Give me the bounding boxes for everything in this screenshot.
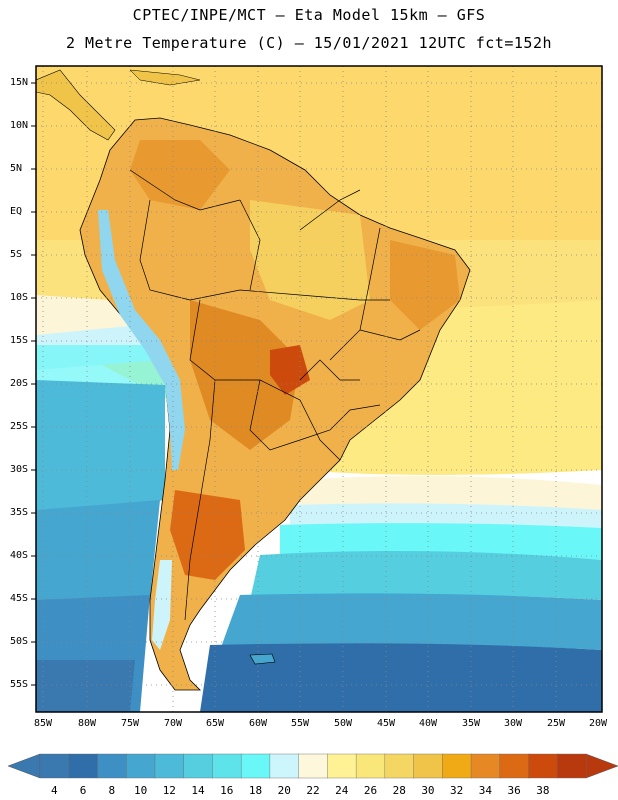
pacific-band-10 (36, 500, 160, 620)
colorbar-tick-label: 32 (450, 784, 464, 797)
colorbar-segment (39, 753, 70, 779)
lat-label-40s: 40S (10, 550, 29, 561)
map-field (36, 66, 602, 712)
lon-label-75w: 75W (120, 718, 140, 729)
lon-label-25w: 25W (546, 718, 566, 729)
lat-label-20s: 20S (10, 378, 29, 389)
lat-label-50s: 50S (10, 636, 29, 647)
lat-label-15s: 15S (10, 335, 29, 346)
colorbar-segment (557, 753, 587, 779)
colorbar-tick-label: 14 (191, 784, 205, 797)
colorbar-tick-label: 38 (536, 784, 550, 797)
colorbar-arrow-left (7, 753, 41, 779)
lat-label-10s: 10S (10, 292, 29, 303)
colorbar-segment (327, 753, 357, 779)
colorbar-tick-label: 18 (248, 784, 263, 797)
lat-label-15n: 15N (10, 77, 29, 88)
colorbar-segment (298, 753, 329, 779)
colorbar-tick-label: 8 (108, 784, 116, 797)
lon-label-65w: 65W (205, 718, 225, 729)
ocean-band-22-east (300, 476, 602, 512)
colorbar-segment (126, 753, 156, 779)
colorbar-tick-label: 36 (507, 784, 521, 797)
lat-label-45s: 45S (10, 593, 29, 604)
colorbar-tick-label: 4 (51, 784, 58, 797)
colorbar-segment (269, 753, 300, 779)
lat-label-10n: 10N (10, 120, 29, 131)
hot-region-north (130, 140, 230, 210)
pacific-band-12 (36, 380, 165, 520)
colorbar-tick-label: 24 (335, 784, 349, 797)
colorbar-segment (240, 753, 271, 779)
falkland-islands (249, 653, 276, 665)
lon-label-70w: 70W (163, 718, 183, 729)
colorbar-tick-label: 20 (277, 784, 291, 797)
colorbar-tick-label: 28 (392, 784, 406, 797)
colorbar-segment (442, 753, 472, 779)
colorbar-segment (68, 753, 99, 779)
lon-label-60w: 60W (248, 718, 268, 729)
andes-cold-strip (98, 210, 185, 470)
ocean-band-12-east (220, 593, 602, 650)
axis-ticks (31, 82, 36, 686)
ocean-band-8-east (200, 643, 602, 712)
lon-label-30w: 30W (503, 718, 523, 729)
colorbar-tick-label: 30 (421, 784, 435, 797)
colorbar-segment (355, 753, 386, 779)
lat-label-eq: EQ (10, 206, 23, 217)
ocean-band-18-east (280, 523, 602, 560)
lat-label-5s: 5S (10, 249, 23, 260)
lon-label-80w: 80W (77, 718, 97, 729)
lon-label-85w: 85W (33, 718, 53, 729)
lat-label-30s: 30S (10, 464, 29, 475)
colorbar-arrow-right (585, 753, 618, 779)
lon-label-50w: 50W (333, 718, 353, 729)
lat-label-5n: 5N (10, 163, 23, 174)
central-america (36, 69, 116, 141)
country-borders (129, 169, 421, 621)
colorbar-segment (528, 753, 558, 779)
hot-region-patagonia (170, 490, 245, 580)
colorbar-tick-label: 12 (162, 784, 176, 797)
lon-label-55w: 55W (290, 718, 310, 729)
ocean-band-14-east (250, 551, 602, 600)
colorbar-tick-label: 10 (133, 784, 148, 797)
map-title: CPTEC/INPE/MCT – Eta Model 15km – GFS (132, 6, 486, 24)
colorbar-tick-label: 16 (220, 784, 234, 797)
colorbar-segment (384, 753, 415, 779)
lat-label-25s: 25S (10, 421, 29, 432)
colorbar-segment (97, 753, 127, 779)
lat-label-35s: 35S (10, 507, 29, 518)
colorbar-segment (154, 753, 185, 779)
colorbar-segment (470, 753, 501, 779)
cool-region-brazil (250, 200, 370, 320)
lon-label-40w: 40W (418, 718, 438, 729)
lon-label-45w: 45W (376, 718, 396, 729)
hot-region-northeast (390, 240, 460, 330)
lon-label-20w: 20W (588, 718, 608, 729)
colorbar (7, 753, 618, 779)
caribbean-islands (129, 69, 201, 86)
colorbar-tick-label: 6 (79, 784, 87, 797)
colorbar-tick-label: 22 (306, 784, 320, 797)
lat-label-55s: 55S (10, 679, 29, 690)
andes-south-strip (152, 560, 172, 650)
lon-label-35w: 35W (461, 718, 481, 729)
hot-region-center (190, 300, 300, 450)
colorbar-segment (183, 753, 214, 779)
colorbar-segment (413, 753, 444, 779)
map-frame (35, 65, 603, 713)
colorbar-segment (212, 753, 242, 779)
colorbar-segment (499, 753, 530, 779)
colorbar-tick-label: 26 (363, 784, 378, 797)
hot-region-pantanal (270, 345, 310, 395)
map-subtitle: 2 Metre Temperature (C) – 15/01/2021 12U… (65, 34, 553, 52)
pacific-band-6 (36, 660, 135, 712)
colorbar-tick-label: 34 (478, 784, 493, 797)
